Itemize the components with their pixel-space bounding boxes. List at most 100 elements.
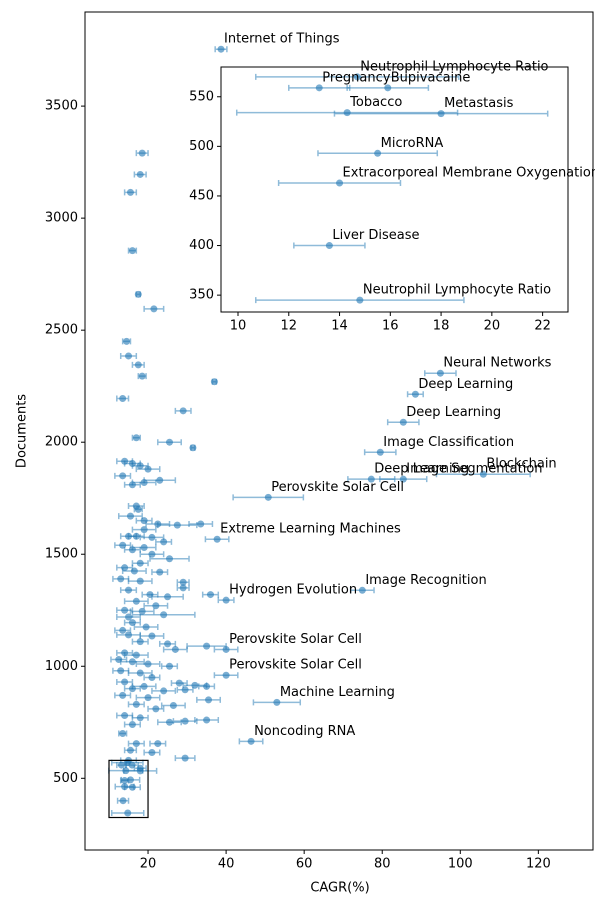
point [136, 714, 144, 722]
point [210, 378, 218, 386]
point [128, 685, 136, 693]
point [264, 493, 272, 501]
point [138, 607, 146, 615]
y-tick-label: 1000 [45, 659, 78, 674]
point-label: Extracorporeal Membrane Oxygenation [343, 166, 595, 181]
point [126, 746, 134, 754]
point [125, 352, 133, 360]
point-label: Blockchain [486, 457, 556, 472]
point [156, 476, 164, 484]
point [140, 526, 148, 534]
point [128, 247, 136, 255]
point [132, 651, 140, 659]
point [213, 535, 221, 543]
point-label: Deep Learning [374, 462, 469, 477]
point [179, 578, 187, 586]
point [128, 546, 136, 554]
point-label: Neutrophil Lymphocyte Ratio [360, 59, 548, 74]
point [367, 475, 375, 483]
point [173, 521, 181, 529]
point-label: Image Recognition [365, 573, 486, 588]
point [179, 584, 187, 592]
point-label: Deep Learning [418, 377, 513, 392]
point-label: Internet of Things [224, 32, 340, 47]
point [123, 337, 131, 345]
point-label: Neutrophil Lymphocyte Ratio [363, 283, 551, 298]
point [144, 694, 152, 702]
point [148, 632, 156, 640]
y-tick-label: 400 [189, 238, 214, 253]
x-tick-label: 60 [296, 857, 313, 872]
point-label: Noncoding RNA [254, 724, 355, 739]
point-label: Metastasis [444, 96, 513, 111]
x-tick-label: 18 [433, 319, 450, 334]
point [128, 481, 136, 489]
point [126, 188, 134, 196]
point [144, 660, 152, 668]
point [125, 613, 133, 621]
point [136, 462, 144, 470]
point [181, 717, 189, 725]
point [134, 505, 142, 513]
point [152, 705, 160, 713]
point [189, 444, 197, 452]
point [374, 149, 382, 157]
point [156, 568, 164, 576]
point [132, 740, 140, 748]
point [126, 512, 134, 520]
x-tick-label: 40 [218, 857, 235, 872]
point-label: Liver Disease [332, 228, 419, 243]
x-tick-label: 12 [281, 319, 298, 334]
point-label: Image Classification [383, 435, 514, 450]
point [175, 679, 183, 687]
y-axis-label: Documents [15, 394, 30, 468]
y-tick-label: 500 [53, 771, 78, 786]
y-tick-label: 3000 [45, 211, 78, 226]
point [132, 700, 140, 708]
point [164, 640, 172, 648]
point [166, 718, 174, 726]
point [436, 369, 444, 377]
point [119, 691, 127, 699]
point [358, 586, 366, 594]
point [399, 475, 407, 483]
point [160, 611, 168, 619]
point-label: MicroRNA [381, 136, 444, 151]
point [148, 533, 156, 541]
point [126, 776, 134, 784]
point [140, 479, 148, 487]
y-tick-label: 350 [189, 288, 214, 303]
x-tick-label: 80 [374, 857, 391, 872]
point-label: Perovskite Solar Cell [271, 480, 404, 495]
point [148, 749, 156, 757]
point [124, 809, 132, 817]
y-tick-label: 450 [189, 188, 214, 203]
point [117, 667, 125, 675]
point [144, 465, 152, 473]
point [150, 305, 158, 313]
x-tick-label: 120 [526, 857, 551, 872]
point [128, 721, 136, 729]
point [132, 532, 140, 540]
point [376, 448, 384, 456]
point [164, 593, 172, 601]
y-tick-label: 550 [189, 89, 214, 104]
point [197, 520, 205, 528]
point [136, 767, 144, 775]
point [119, 626, 127, 634]
point [125, 631, 133, 639]
point [181, 686, 189, 694]
point-label: Image Segmentation [406, 462, 542, 477]
point-label: Hydrogen Evolution [229, 583, 357, 598]
point-label: Deep Learning [406, 405, 501, 420]
point [119, 797, 127, 805]
point [121, 712, 129, 720]
point [130, 567, 138, 575]
point [134, 290, 142, 298]
point [138, 372, 146, 380]
y-tick-label: 3500 [45, 99, 78, 114]
point-label: Machine Learning [280, 685, 395, 700]
point [479, 470, 487, 478]
point [119, 395, 127, 403]
point [134, 361, 142, 369]
